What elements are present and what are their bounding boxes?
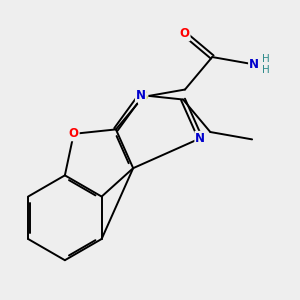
Text: N: N xyxy=(195,132,205,145)
Text: O: O xyxy=(180,27,190,40)
Text: S: S xyxy=(139,90,147,104)
Text: N: N xyxy=(136,88,146,102)
Text: H: H xyxy=(262,54,270,64)
Text: H: H xyxy=(262,65,270,75)
Text: N: N xyxy=(249,58,259,71)
Text: O: O xyxy=(69,127,79,140)
